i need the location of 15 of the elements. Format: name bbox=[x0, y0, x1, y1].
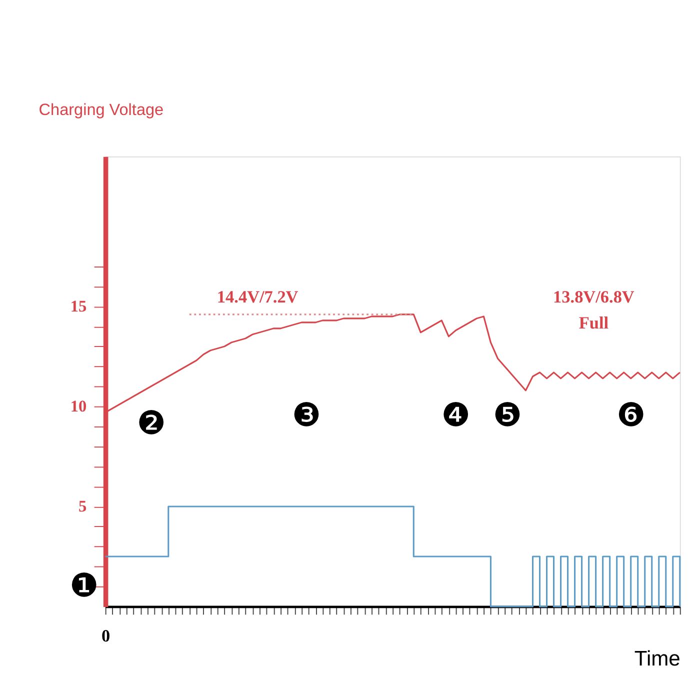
annotation: Full bbox=[578, 314, 609, 333]
x-axis-title: Time bbox=[634, 647, 680, 670]
text: ❶ bbox=[69, 566, 99, 605]
annotation: 14.4V/7.2V bbox=[216, 287, 299, 306]
annotation: ❷ bbox=[136, 404, 166, 442]
annotation: 13.8V/6.8V bbox=[553, 287, 635, 306]
annotation: ❺ bbox=[492, 396, 522, 434]
x-tick-label: 0 bbox=[102, 626, 110, 646]
annotation: ❹ bbox=[441, 396, 470, 434]
y-tick-label: 15 bbox=[70, 298, 87, 316]
y-tick-label: 5 bbox=[78, 498, 87, 516]
annotation: ❸ bbox=[292, 396, 322, 434]
y-axis-title: Charging Voltage bbox=[38, 100, 164, 119]
annotation: ❻ bbox=[616, 396, 646, 434]
y-tick-label: 10 bbox=[70, 398, 87, 416]
